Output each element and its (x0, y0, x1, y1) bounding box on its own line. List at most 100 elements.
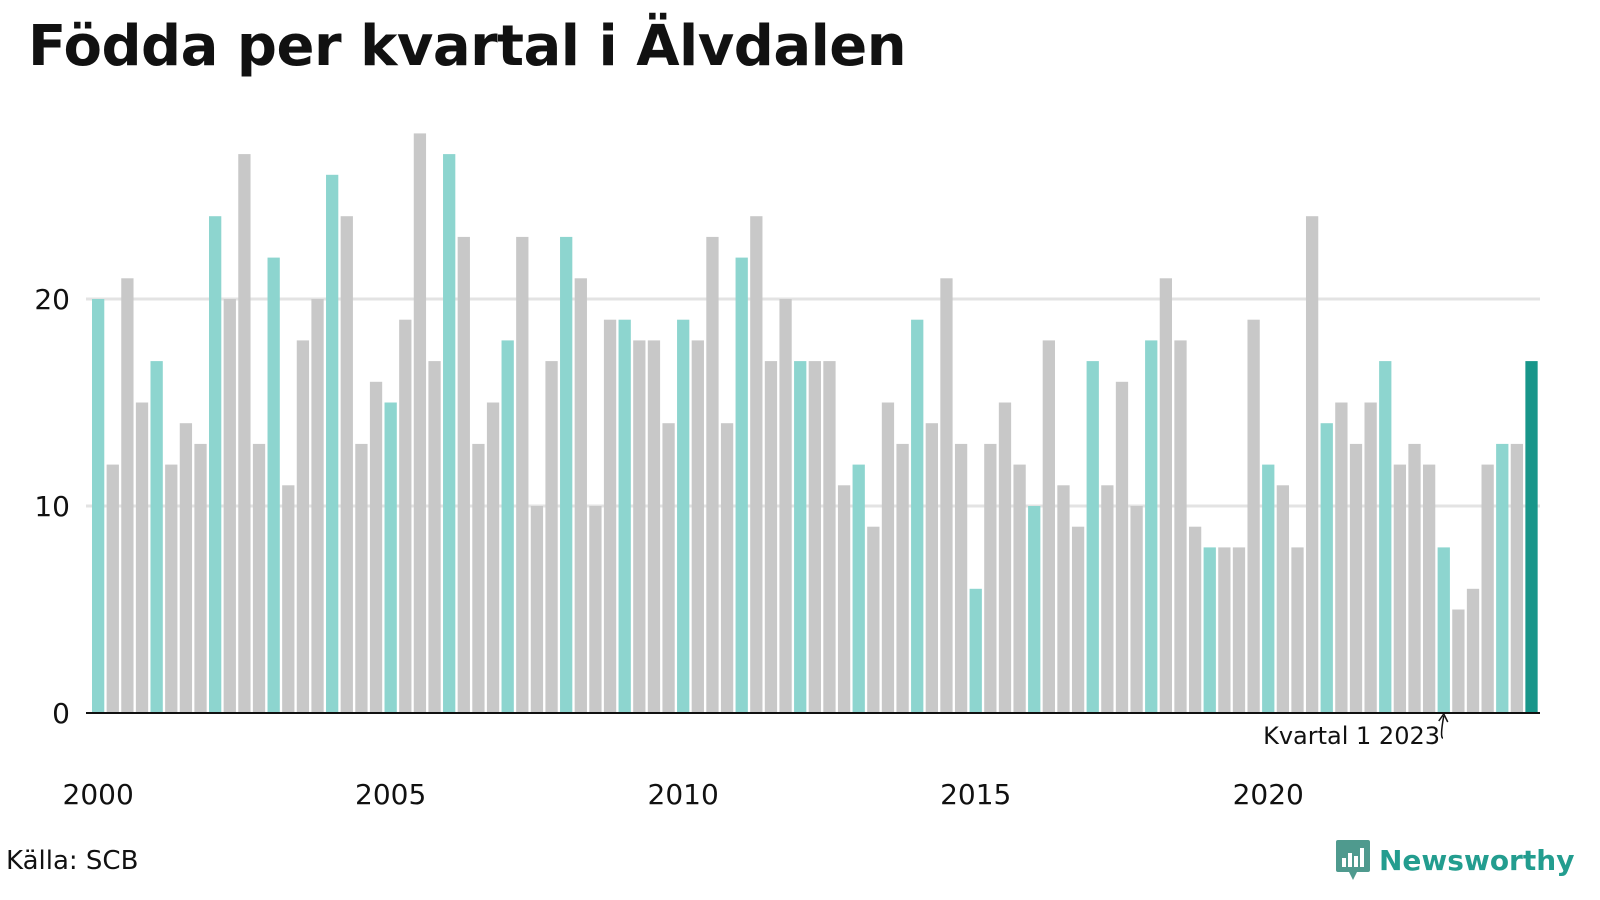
bar-2001-q4 (194, 443, 207, 713)
bar-2022-q3 (1408, 443, 1421, 713)
logo-text: Newsworthy (1379, 843, 1575, 877)
bar-2011-q3 (764, 361, 778, 713)
bar-2021-q2 (1335, 402, 1348, 713)
annotation-arrowhead (1438, 712, 1449, 723)
bars (92, 133, 1538, 714)
bar-2007-q4 (545, 361, 558, 713)
bar-2019-q2 (1218, 547, 1231, 713)
bar-2004-q3 (355, 443, 368, 713)
bar-2020-q2 (1276, 485, 1290, 713)
bar-2015-q4 (1013, 464, 1026, 713)
x-tick-label: 2010 (648, 778, 719, 811)
bar-2009-q4 (662, 423, 675, 713)
x-tick-label: 2015 (940, 778, 1011, 811)
bar-2018-q4 (1188, 526, 1202, 713)
bar-2017-q3 (1115, 381, 1129, 713)
bar-2012-q2 (808, 361, 821, 713)
bar-2008-q4 (603, 319, 617, 713)
bar-2009-q3 (647, 340, 661, 713)
bar-2002-q4 (252, 443, 266, 713)
bar-2023-q4 (1481, 464, 1494, 713)
bar-2000-q1 (92, 299, 105, 713)
bar-2008-q1 (560, 236, 573, 713)
bar-2015-q2 (984, 443, 997, 713)
bar-2024-q3 (1525, 361, 1538, 713)
bar-2018-q3 (1174, 340, 1187, 713)
bar-2016-q1 (1028, 506, 1041, 713)
bar-2012-q4 (837, 485, 851, 713)
bar-2009-q1 (618, 319, 631, 713)
bar-2013-q4 (896, 443, 909, 713)
bar-2005-q2 (399, 319, 412, 713)
bar-2020-q4 (1305, 216, 1319, 713)
bar-2023-q3 (1466, 588, 1480, 713)
bar-2013-q3 (881, 402, 895, 713)
bar-2022-q1 (1379, 361, 1392, 713)
bar-2010-q2 (691, 340, 704, 713)
bar-2014-q3 (940, 278, 953, 713)
bar-2001-q1 (150, 361, 163, 713)
bar-2023-q2 (1452, 609, 1465, 713)
bar-2015-q1 (969, 588, 982, 713)
bar-2024-q2 (1510, 443, 1524, 713)
source-label: Källa: SCB (6, 846, 139, 876)
bar-2010-q4 (720, 423, 734, 713)
annotation-arrow (1440, 715, 1445, 739)
bar-2024-q1 (1496, 443, 1509, 713)
bar-2013-q1 (852, 464, 865, 713)
bar-2002-q2 (223, 299, 236, 713)
bar-2021-q4 (1364, 402, 1377, 713)
bar-2005-q4 (428, 361, 441, 713)
bar-2007-q1 (501, 340, 514, 713)
bar-2012-q1 (794, 361, 807, 713)
y-tick-labels: 0 10 20 (34, 283, 70, 730)
bar-2016-q3 (1057, 485, 1070, 713)
bar-2015-q3 (998, 402, 1012, 713)
bar-2022-q4 (1422, 464, 1436, 713)
bar-2016-q2 (1042, 340, 1055, 713)
bar-2017-q2 (1101, 485, 1114, 713)
bar-2011-q2 (750, 216, 763, 713)
bar-2003-q2 (282, 485, 295, 713)
bar-2006-q4 (486, 402, 500, 713)
bar-2012-q3 (823, 361, 836, 713)
x-tick-label: 2020 (1233, 778, 1304, 811)
bar-2011-q1 (735, 257, 748, 713)
bar-2008-q2 (574, 278, 587, 713)
bar-2020-q3 (1291, 547, 1304, 713)
bar-2001-q2 (165, 464, 178, 713)
y-tick-label: 20 (34, 283, 70, 316)
bar-2004-q1 (326, 174, 339, 714)
bar-2000-q3 (121, 278, 134, 713)
bar-2003-q3 (296, 340, 310, 713)
bar-2009-q2 (633, 340, 646, 713)
bar-2004-q2 (340, 216, 353, 713)
bar-2002-q3 (238, 154, 251, 714)
bar-2008-q3 (589, 506, 602, 713)
bar-2019-q1 (1203, 547, 1216, 713)
bar-2006-q3 (472, 443, 485, 713)
bar-2017-q1 (1086, 361, 1099, 713)
bar-2001-q3 (179, 423, 193, 713)
bar-2006-q1 (443, 154, 456, 714)
bar-2023-q1 (1437, 547, 1450, 713)
annotation-label: Kvartal 1 2023 (1263, 722, 1440, 750)
bar-2019-q4 (1247, 319, 1260, 713)
bar-2003-q1 (267, 257, 280, 713)
bar-2014-q1 (911, 319, 924, 713)
bar-2005-q1 (384, 402, 397, 713)
bar-2007-q2 (516, 236, 529, 713)
bar-2018-q1 (1145, 340, 1158, 713)
bar-2007-q3 (530, 506, 544, 713)
bar-2014-q2 (925, 423, 938, 713)
y-tick-label: 10 (34, 490, 70, 523)
bar-2021-q3 (1349, 443, 1363, 713)
newsworthy-logo: Newsworthy (1335, 838, 1574, 882)
newsworthy-logo-icon (1336, 840, 1370, 880)
bar-2002-q1 (209, 216, 222, 713)
x-tick-labels: 2000 2005 2010 2015 2020 (63, 778, 1304, 811)
annotation: Kvartal 1 2023 (1263, 712, 1449, 750)
bar-2014-q4 (954, 443, 968, 713)
bar-2000-q4 (135, 402, 149, 713)
